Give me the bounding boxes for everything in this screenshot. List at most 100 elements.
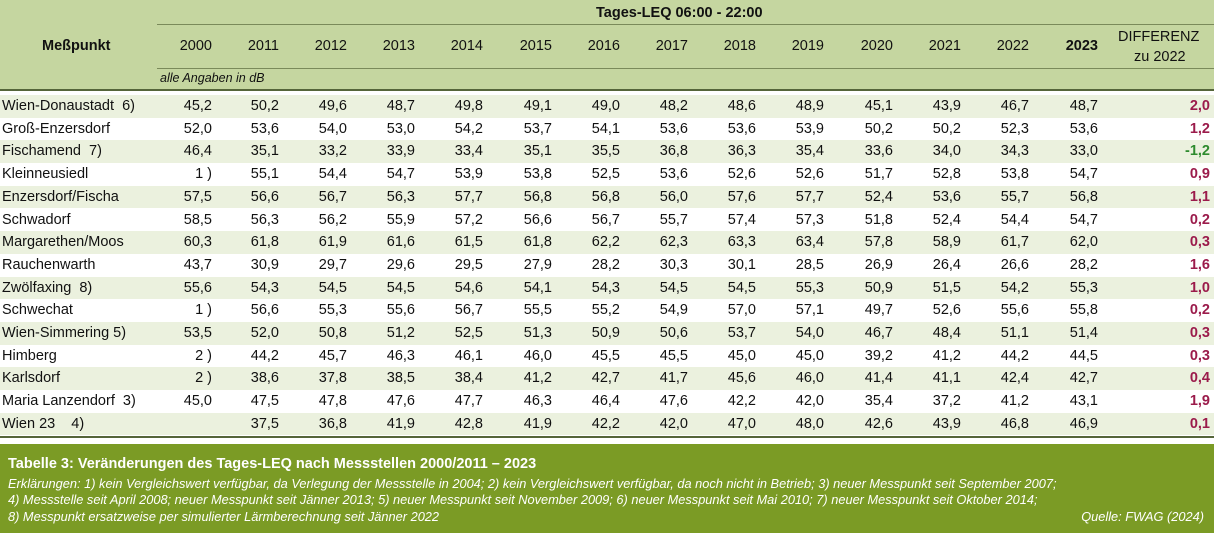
value-cell-2011: 38,6 <box>250 370 279 387</box>
value-cell-2023: 28,2 <box>1069 256 1098 273</box>
value-cell-2011: 53,6 <box>250 120 279 137</box>
value-cell-2019: 42,0 <box>795 393 824 410</box>
value-cell-2011: 54,3 <box>250 279 279 296</box>
table-row: Kleinneusiedl 1 ) 55,1 54,4 54,7 53,9 53,8 52,5… <box>0 163 1214 186</box>
value-cell-2020: 26,9 <box>864 256 893 273</box>
year-header-2021: 2021 <box>928 38 961 54</box>
value-cell-2023: 55,3 <box>1069 279 1098 296</box>
diff-cell: 2,0 <box>1189 98 1210 114</box>
station-name: Himberg <box>2 347 57 364</box>
value-cell-2015: 35,1 <box>523 143 552 160</box>
value-cell-2017: 45,5 <box>659 347 688 364</box>
table-caption: Tabelle 3: Veränderungen des Tages-LEQ n… <box>0 444 1214 533</box>
table-bottom-rule <box>0 435 1214 438</box>
value-cell-2015: 41,2 <box>523 370 552 387</box>
year-header-2012: 2012 <box>314 38 347 54</box>
value-cell-2011: 52,0 <box>250 325 279 341</box>
value-cell-2023: 54,7 <box>1069 166 1098 183</box>
value-cell-2020: 51,7 <box>864 166 893 183</box>
value-cell-2017: 56,0 <box>659 188 688 205</box>
table-row: Wien-Simmering 5) 53,5 52,0 50,8 51,2 52,5 51,… <box>0 322 1214 345</box>
value-cell-2023: 46,9 <box>1069 415 1098 432</box>
value-cell-2015: 53,8 <box>523 166 552 183</box>
value-cell-2012: 56,7 <box>318 188 347 205</box>
value-cell-2014: 56,7 <box>454 302 483 319</box>
value-cell-2015: 49,1 <box>523 98 552 114</box>
value-cell-2000: 43,7 <box>183 256 212 273</box>
value-cell-2015: 27,9 <box>523 256 552 273</box>
value-cell-2016: 56,8 <box>591 188 620 205</box>
value-cell-2000: 46,4 <box>183 143 212 160</box>
value-cell-2000: 60,3 <box>183 234 212 251</box>
value-cell-2018: 42,2 <box>727 393 756 410</box>
value-cell-2018: 36,3 <box>727 143 756 160</box>
table-row: Schwadorf 58,5 56,3 56,2 55,9 57,2 56,6 56,7 55,… <box>0 209 1214 232</box>
table-row: Groß-Enzersdorf 52,0 53,6 54,0 53,0 54,2 53,7 5… <box>0 118 1214 141</box>
value-cell-2019: 46,0 <box>795 370 824 387</box>
value-cell-2021: 41,2 <box>932 347 961 364</box>
value-cell-2013: 47,6 <box>386 393 415 410</box>
value-cell-2020: 35,4 <box>864 393 893 410</box>
year-header-2000: 2000 <box>179 38 212 54</box>
value-cell-2023: 56,8 <box>1069 188 1098 205</box>
value-cell-2018: 57,4 <box>727 211 756 228</box>
value-cell-2014: 29,5 <box>454 256 483 273</box>
value-cell-2013: 29,6 <box>386 256 415 273</box>
value-cell-2000: 52,0 <box>183 120 212 137</box>
value-cell-2012: 61,9 <box>318 234 347 251</box>
units-note: alle Angaben in dB <box>160 71 265 85</box>
value-cell-2012: 36,8 <box>318 415 347 432</box>
value-cell-2015: 53,7 <box>523 120 552 137</box>
value-cell-2019: 54,0 <box>795 325 824 341</box>
table-header: Meßpunkt Tages-LEQ 06:00 - 22:00 DIFFERE… <box>0 0 1214 89</box>
table-row: Enzersdorf/Fischa 57,5 56,6 56,7 56,3 57,7 56,… <box>0 185 1214 209</box>
value-cell-2012: 55,3 <box>318 302 347 319</box>
value-cell-2016: 42,7 <box>591 370 620 387</box>
value-cell-2016: 54,1 <box>591 120 620 137</box>
value-cell-2021: 34,0 <box>932 143 961 160</box>
value-cell-2021: 43,9 <box>932 415 961 432</box>
value-cell-2022: 46,7 <box>1000 98 1029 114</box>
value-cell-2020: 41,4 <box>864 370 893 387</box>
year-header-2011: 2011 <box>247 38 279 54</box>
table-row: Karlsdorf 2 ) 38,6 37,8 38,5 38,4 41,2 42,7 41,7… <box>0 367 1214 391</box>
value-cell-2000: 53,5 <box>183 325 212 341</box>
value-cell-2013: 41,9 <box>386 415 415 432</box>
value-cell-2013: 54,5 <box>386 279 415 296</box>
value-cell-2016: 56,7 <box>591 211 620 228</box>
value-cell-2013: 61,6 <box>386 234 415 251</box>
value-cell-2011: 50,2 <box>250 98 279 114</box>
value-cell-2016: 62,2 <box>591 234 620 251</box>
station-name: Fischamend 7) <box>2 143 102 160</box>
value-cell-2012: 54,0 <box>318 120 347 137</box>
year-header-2016: 2016 <box>587 38 620 54</box>
value-cell-2015: 56,8 <box>523 188 552 205</box>
station-name: Wien 23 4) <box>2 415 85 432</box>
value-cell-2014: 52,5 <box>454 325 483 341</box>
value-cell-2013: 33,9 <box>386 143 415 160</box>
value-cell-2014: 53,9 <box>454 166 483 183</box>
diff-header-line2: zu 2022 <box>1134 49 1186 65</box>
value-cell-2021: 52,4 <box>932 211 961 228</box>
value-cell-2022: 44,2 <box>1000 347 1029 364</box>
value-cell-2021: 26,4 <box>932 256 961 273</box>
station-name: Kleinneusiedl <box>2 166 89 183</box>
value-cell-2016: 45,5 <box>591 347 620 364</box>
value-cell-2013: 54,7 <box>386 166 415 183</box>
value-cell-2018: 45,0 <box>727 347 756 364</box>
value-cell-2018: 47,0 <box>727 415 756 432</box>
value-cell-2012: 54,4 <box>318 166 347 183</box>
diff-cell: 0,1 <box>1189 415 1210 432</box>
station-name: Karlsdorf <box>2 370 61 387</box>
value-cell-2018: 53,6 <box>727 120 756 137</box>
value-cell-2017: 55,7 <box>659 211 688 228</box>
value-cell-2016: 42,2 <box>591 415 620 432</box>
value-cell-2017: 47,6 <box>659 393 688 410</box>
diff-cell: 1,1 <box>1189 188 1210 205</box>
value-cell-2021: 48,4 <box>932 325 961 341</box>
value-cell-2014: 61,5 <box>454 234 483 251</box>
value-cell-2011: 47,5 <box>250 393 279 410</box>
value-cell-2022: 42,4 <box>1000 370 1029 387</box>
station-column-header: Meßpunkt <box>42 38 111 54</box>
value-cell-2011: 56,3 <box>250 211 279 228</box>
